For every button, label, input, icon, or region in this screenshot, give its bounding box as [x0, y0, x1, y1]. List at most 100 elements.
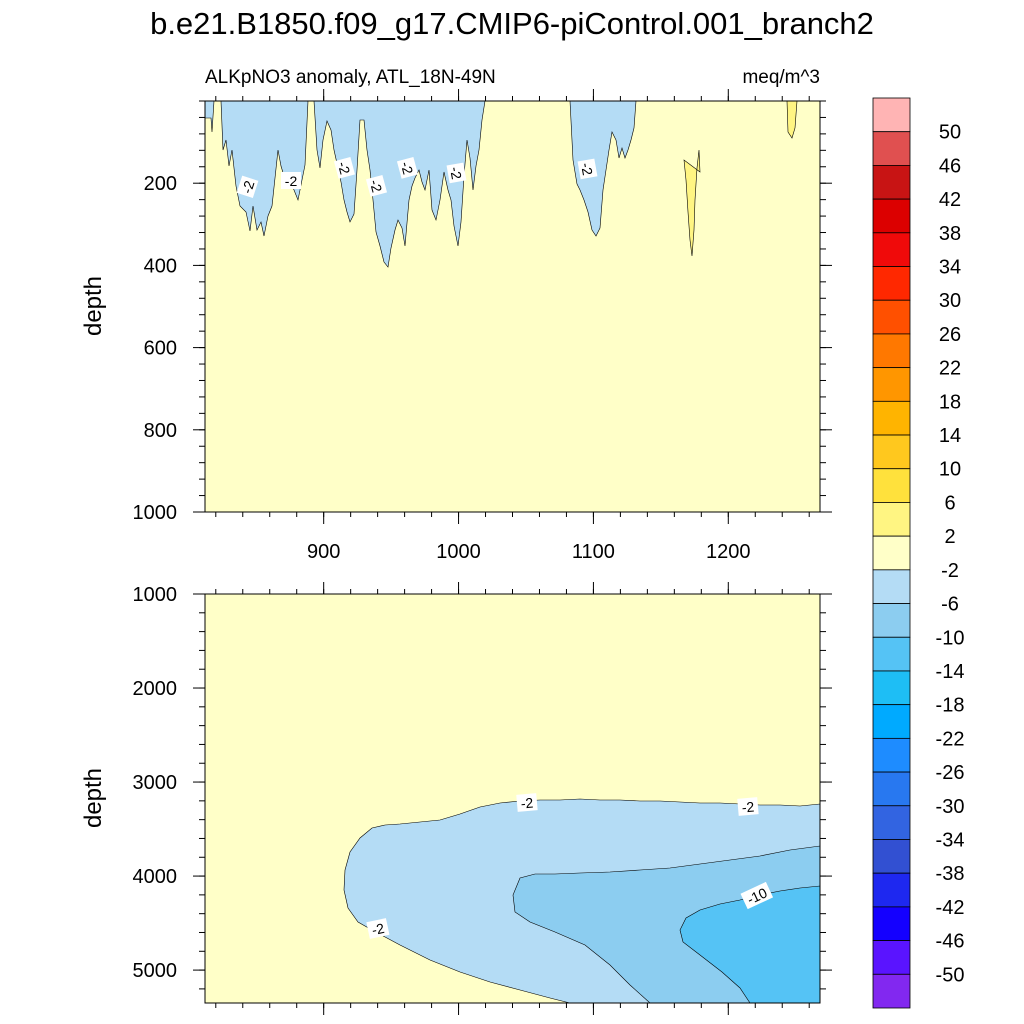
x-tick-label: 900	[307, 541, 340, 563]
colorbar-tick-label: -14	[936, 661, 965, 683]
colorbar-tick-label: 18	[939, 391, 961, 413]
colorbar-swatch	[872, 535, 911, 571]
x-tick-label: 1000	[436, 541, 481, 563]
colorbar-swatch	[872, 333, 911, 369]
colorbar-tick-label: -34	[936, 829, 965, 851]
colorbar-swatch	[872, 771, 911, 807]
colorbar-tick-label: -2	[941, 560, 959, 582]
upper-contour-labels: -2 -2 -2 -2 -2 -2 -2	[236, 156, 598, 199]
lower-contour-label: -2	[366, 918, 390, 939]
upper-y-axis-label: depth	[80, 276, 107, 336]
colorbar-tick-label: 2	[944, 526, 955, 548]
colorbar-tick-label: 22	[939, 358, 961, 380]
upper-contour-label: -2	[396, 156, 419, 179]
colorbar-swatch	[872, 232, 911, 267]
lower-y-tick-label: 5000	[133, 960, 178, 982]
upper-contour-label-text: -2	[335, 160, 354, 176]
chart-subtitle-left: ALKpNO3 anomaly, ATL_18N-49N	[205, 67, 496, 88]
colorbar-tick-label: -6	[941, 594, 959, 616]
upper-contour-label-text: -2	[447, 165, 465, 180]
lower-contour-label: -10	[740, 881, 774, 910]
lower-x-ticks	[215, 582, 810, 1015]
colorbar-swatch	[872, 97, 911, 133]
colorbar-swatch	[872, 839, 911, 874]
colorbar-tick-label: 50	[939, 122, 961, 144]
colorbar-swatch	[872, 299, 911, 335]
upper-y-ticks: 200 400 600 800 1000	[133, 100, 832, 524]
colorbar-tick-label: 6	[944, 492, 955, 514]
lower-y-axis-label: depth	[80, 768, 107, 828]
colorbar-swatch	[872, 940, 911, 975]
colorbar-tick-label: -30	[936, 796, 965, 818]
colorbar-tick-label: -26	[936, 762, 965, 784]
lower-y-tick-label: 2000	[133, 678, 178, 700]
colorbar-tick-label: -22	[936, 728, 965, 750]
upper-contour-label-text: -2	[238, 178, 257, 195]
colorbar-swatch	[872, 872, 911, 908]
upper-contour-label: -2	[236, 175, 259, 199]
upper-plot-background	[205, 101, 820, 512]
colorbar-tick-label: -18	[936, 695, 965, 717]
lower-contour-label: -2	[737, 797, 759, 816]
colorbar-tick-label: -46	[936, 931, 965, 953]
colorbar-swatch	[872, 906, 911, 941]
lower-contour-label-text: -2	[370, 920, 386, 938]
colorbar-tick-label: 14	[939, 425, 961, 447]
x-tick-label: 1100	[572, 541, 615, 563]
upper-contour-label-text: -2	[398, 160, 417, 176]
chart-title: b.e21.B1850.f09_g17.CMIP6-piControl.001_…	[150, 6, 874, 41]
upper-contour-label-text: -2	[578, 161, 596, 176]
lower-contour-label-text: -2	[520, 794, 534, 811]
upper-y-tick-label: 600	[144, 338, 177, 360]
colorbar-tick-label: -10	[936, 627, 965, 649]
lower-contour-label-text: -10	[744, 884, 769, 907]
colorbar-swatch	[872, 165, 911, 200]
upper-contour-label: -2	[333, 156, 356, 179]
colorbar-swatch	[872, 569, 911, 604]
upper-positive-spike	[683, 149, 701, 257]
colorbar-tick-label: 30	[939, 290, 961, 312]
chart-subtitle-units: meq/m^3	[742, 67, 820, 88]
colorbar-tick-label: 34	[939, 257, 961, 279]
upper-contour-label-text: -2	[367, 178, 386, 194]
colorbar-swatch	[872, 266, 911, 301]
upper-y-tick-label: 400	[144, 255, 177, 277]
colorbar-swatch	[872, 805, 911, 840]
lower-y-tick-label: 4000	[133, 866, 178, 888]
colorbar-tick-label: -38	[936, 863, 965, 885]
colorbar-tick-label: 42	[939, 189, 961, 211]
lower-y-tick-label: 3000	[133, 772, 178, 794]
colorbar-tick-label: 46	[939, 155, 961, 177]
colorbar-tick-label: -42	[936, 897, 965, 919]
upper-panel: -2 -2 -2 -2 -2 -2 -2 900 1000 1100 1200 200…	[80, 89, 832, 563]
colorbar-swatch	[872, 400, 911, 436]
upper-contour-label: -2	[577, 158, 598, 180]
colorbar-swatch	[872, 603, 911, 638]
upper-contour-label: -2	[446, 162, 467, 184]
colorbar-swatch	[872, 198, 911, 234]
colorbar-tick-label: -50	[936, 964, 965, 986]
upper-positive-spike-2	[786, 101, 798, 139]
lower-y-ticks: 1000 2000 3000 4000 5000	[133, 584, 832, 990]
colorbar-swatch	[872, 636, 911, 672]
colorbar-swatch	[872, 468, 911, 503]
colorbar-swatch	[872, 131, 911, 166]
upper-y-tick-label: 800	[144, 420, 177, 442]
upper-contour-label-text: -2	[285, 173, 298, 189]
upper-y-tick-label: 200	[144, 173, 177, 195]
lower-contour-label-text: -2	[741, 798, 755, 815]
colorbar-tick-label: 26	[939, 324, 961, 346]
upper-x-ticks: 900 1000 1100 1200	[215, 89, 810, 563]
colorbar: 50 46 42 38 34 30 26 22 18 14 10 6 2 -2 -6 -10 -14 -18 -22…	[872, 97, 965, 1009]
colorbar-swatch	[872, 670, 911, 706]
colorbar-swatch	[872, 704, 911, 739]
colorbar-swatch	[872, 434, 911, 470]
colorbar-swatch	[872, 737, 911, 773]
upper-negative-region	[205, 101, 637, 268]
lower-panel: -2 -2 -2 -10 1000 2000 3000 4000 5000 depth	[80, 582, 832, 1015]
lower-y-tick-label: 1000	[133, 584, 178, 606]
upper-y-tick-label: 1000	[133, 502, 178, 524]
colorbar-swatch	[872, 367, 911, 402]
upper-contour-label: -2	[365, 174, 388, 197]
